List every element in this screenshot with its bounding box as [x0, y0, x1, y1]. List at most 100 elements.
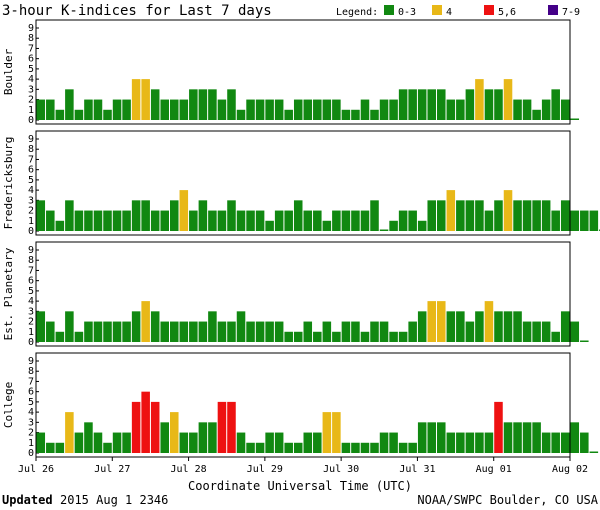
- y-tick-label: 4: [28, 407, 34, 418]
- k-index-bar: [475, 79, 484, 120]
- k-index-bar: [150, 401, 160, 453]
- y-tick-label: 4: [28, 296, 34, 307]
- k-index-bar: [303, 99, 313, 120]
- k-index-bar: [522, 200, 532, 231]
- y-tick-label: 4: [28, 74, 34, 85]
- k-index-bar: [570, 422, 580, 453]
- panel-frame: [35, 352, 571, 458]
- k-index-bar: [570, 321, 580, 342]
- k-index-bar: [198, 321, 208, 342]
- y-tick-label: 9: [28, 23, 34, 34]
- k-index-bar: [217, 321, 227, 342]
- k-index-bar: [427, 422, 436, 453]
- k-index-bar: [246, 99, 255, 120]
- k-index-bar: [541, 432, 551, 453]
- k-index-bar: [208, 89, 217, 120]
- panel-label: Fredericksburg: [2, 137, 15, 230]
- y-tick-label: 7: [28, 43, 34, 54]
- k-index-bar: [293, 331, 303, 342]
- k-index-bar: [475, 200, 484, 231]
- k-index-bar: [341, 109, 351, 120]
- k-index-bar: [465, 200, 475, 231]
- k-index-bar: [189, 432, 198, 453]
- k-index-bar: [417, 422, 427, 453]
- y-tick-label: 0: [28, 337, 34, 348]
- k-index-bar: [112, 432, 122, 453]
- k-index-bar: [437, 89, 446, 120]
- y-tick-label: 2: [28, 428, 34, 439]
- k-index-bar: [313, 331, 322, 342]
- k-index-bar: [427, 301, 436, 342]
- k-index-bar: [284, 210, 293, 231]
- legend-entry: 5,6: [498, 7, 516, 18]
- k-index-bar: [456, 99, 465, 120]
- k-index-bar: [379, 321, 389, 342]
- y-tick-label: 9: [28, 245, 34, 256]
- k-index-bar: [570, 118, 580, 120]
- k-index-bar: [55, 220, 65, 231]
- k-index-bar: [227, 321, 236, 342]
- k-index-bar: [541, 321, 551, 342]
- y-tick-label: 0: [28, 226, 34, 237]
- k-index-bar: [217, 210, 227, 231]
- k-index-bar: [246, 442, 255, 453]
- k-index-bar: [484, 432, 494, 453]
- k-index-bar: [398, 210, 408, 231]
- k-index-bar: [322, 220, 332, 231]
- k-index-bar: [484, 210, 494, 231]
- k-index-bar: [255, 321, 265, 342]
- k-index-bar: [360, 442, 370, 453]
- k-index-bar: [351, 210, 360, 231]
- k-index-bar: [189, 210, 198, 231]
- k-index-bar: [427, 200, 436, 231]
- k-index-bar: [170, 99, 179, 120]
- k-index-bar: [246, 321, 255, 342]
- k-index-bar: [580, 210, 589, 231]
- k-index-bar: [179, 432, 189, 453]
- k-index-bar: [284, 442, 293, 453]
- k-index-bar: [293, 442, 303, 453]
- k-index-bar: [446, 99, 456, 120]
- k-index-bar: [417, 311, 427, 342]
- k-index-bar: [322, 412, 332, 453]
- y-tick-label: 9: [28, 134, 34, 145]
- k-index-bar: [131, 79, 141, 120]
- k-index-bar: [93, 321, 103, 342]
- k-index-bar: [513, 99, 522, 120]
- x-tick-label: Aug 01: [476, 464, 512, 475]
- k-index-bar: [198, 200, 208, 231]
- y-tick-label: 8: [28, 255, 34, 266]
- k-index-bar: [560, 311, 570, 342]
- k-index-bar: [189, 321, 198, 342]
- k-index-bar: [122, 210, 131, 231]
- k-index-bar: [522, 99, 532, 120]
- legend-swatch: [548, 5, 558, 15]
- k-index-bar: [141, 301, 150, 342]
- k-index-bar: [103, 442, 112, 453]
- y-tick-label: 6: [28, 276, 34, 287]
- legend-entry: 7-9: [562, 7, 580, 18]
- y-tick-label: 6: [28, 54, 34, 65]
- k-index-bar: [284, 331, 293, 342]
- y-tick-label: 1: [28, 438, 34, 449]
- k-index-bar: [179, 190, 189, 231]
- k-index-bar: [370, 321, 379, 342]
- k-index-bar: [103, 109, 112, 120]
- k-index-bar: [560, 432, 570, 453]
- k-index-bar: [36, 311, 46, 342]
- k-index-bar: [208, 311, 217, 342]
- k-index-bar: [303, 321, 313, 342]
- k-index-bar: [122, 432, 131, 453]
- k-index-bar: [122, 99, 131, 120]
- k-index-bar: [332, 210, 341, 231]
- y-tick-label: 0: [28, 448, 34, 459]
- y-tick-label: 3: [28, 417, 34, 428]
- x-tick-label: Jul 30: [323, 464, 359, 475]
- y-tick-label: 7: [28, 154, 34, 165]
- k-index-bar: [65, 412, 74, 453]
- k-index-bar: [379, 432, 389, 453]
- y-tick-label: 6: [28, 387, 34, 398]
- k-index-bar: [112, 210, 122, 231]
